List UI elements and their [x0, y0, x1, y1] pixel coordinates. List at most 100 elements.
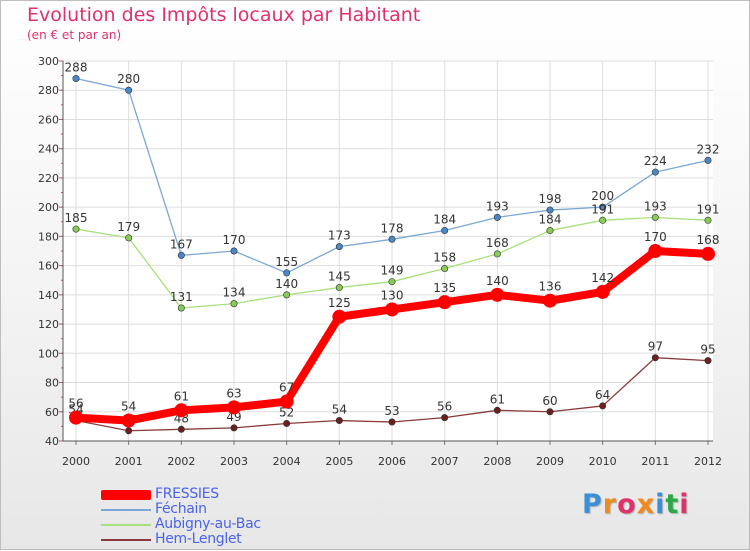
data-label-hem-lenglet: 54 [332, 403, 347, 417]
x-tick-label: 2000 [62, 455, 90, 468]
x-tick-label: 2006 [378, 455, 406, 468]
data-point-aubigny-au-bac [493, 250, 501, 258]
data-label-fechain: 184 [433, 213, 456, 227]
data-point-hem-lenglet [493, 406, 501, 414]
data-label-hem-lenglet: 52 [279, 405, 294, 419]
data-label-fressies: 135 [433, 281, 456, 295]
data-label-fressies: 61 [174, 389, 189, 403]
data-label-fressies: 168 [697, 233, 720, 247]
logo-letter: t [665, 489, 680, 520]
data-point-hem-lenglet [599, 402, 607, 410]
data-point-fressies [279, 394, 294, 409]
data-point-fechain [388, 235, 396, 243]
data-label-hem-lenglet: 64 [595, 388, 610, 402]
data-label-aubigny-au-bac: 168 [486, 236, 509, 250]
data-point-hem-lenglet [335, 417, 343, 425]
data-label-fechain: 280 [117, 72, 140, 86]
y-tick-label: 160 [38, 260, 59, 273]
data-label-fechain: 288 [65, 61, 88, 75]
data-label-fressies: 170 [644, 230, 667, 244]
y-tick-label: 40 [45, 435, 59, 448]
data-point-fressies [490, 287, 505, 302]
data-label-hem-lenglet: 56 [437, 400, 452, 414]
data-label-fechain: 167 [170, 237, 193, 251]
data-label-aubigny-au-bac: 179 [117, 220, 140, 234]
data-point-fressies [701, 246, 715, 261]
data-point-fressies [595, 284, 610, 299]
data-point-aubigny-au-bac [335, 284, 343, 292]
data-point-aubigny-au-bac [230, 300, 238, 308]
data-label-fressies: 130 [381, 288, 404, 302]
data-label-fechain: 173 [328, 229, 351, 243]
data-label-fressies: 136 [539, 280, 562, 294]
data-point-fressies [385, 302, 399, 317]
proxiti-logo: Proxiti [582, 489, 690, 520]
data-point-fressies [437, 295, 452, 310]
data-point-fechain [230, 247, 238, 255]
legend-label: Hem-Lenglet [155, 531, 242, 547]
y-tick-label: 180 [38, 230, 59, 243]
data-point-fechain [651, 168, 659, 176]
data-point-fechain [441, 227, 449, 235]
data-label-hem-lenglet: 95 [700, 343, 715, 357]
data-label-fechain: 155 [275, 255, 298, 269]
logo-letter: o [617, 489, 637, 520]
data-point-fechain [546, 206, 554, 214]
y-tick-label: 220 [38, 172, 59, 185]
y-tick-label: 100 [38, 347, 59, 360]
data-point-aubigny-au-bac [388, 278, 396, 286]
legend-item-fressies: FRESSIES [101, 487, 361, 502]
data-point-aubigny-au-bac [441, 265, 449, 273]
x-tick-label: 2002 [167, 455, 195, 468]
data-point-hem-lenglet [125, 427, 133, 435]
data-point-fressies [227, 400, 241, 415]
data-point-fressies [69, 410, 83, 425]
legend-swatch-fressies [101, 489, 151, 500]
x-tick-label: 2011 [641, 455, 669, 468]
data-label-aubigny-au-bac: 184 [539, 213, 562, 227]
legend-swatch-fechain [101, 508, 151, 511]
x-tick-label: 2010 [589, 455, 617, 468]
x-tick-label: 2008 [483, 455, 511, 468]
data-point-fressies [332, 309, 347, 324]
chart-title: Evolution des Impôts locaux par Habitant [27, 4, 421, 26]
data-label-fechain: 198 [539, 192, 562, 206]
data-label-aubigny-au-bac: 193 [644, 199, 667, 213]
data-label-aubigny-au-bac: 134 [223, 286, 246, 300]
legend-swatch-aubigny [101, 523, 151, 526]
x-tick-label: 2012 [694, 455, 722, 468]
data-label-hem-lenglet: 97 [648, 340, 663, 354]
x-tick-label: 2003 [220, 455, 248, 468]
data-label-aubigny-au-bac: 149 [381, 264, 404, 278]
data-point-fechain [72, 75, 80, 83]
data-point-hem-lenglet [546, 408, 554, 416]
data-point-fressies [121, 413, 136, 428]
logo-letter: r [602, 489, 618, 520]
data-label-hem-lenglet: 53 [384, 404, 399, 418]
data-label-fechain: 170 [223, 233, 246, 247]
data-label-aubigny-au-bac: 158 [433, 251, 456, 265]
data-point-fechain [125, 86, 133, 94]
legend-swatch-hem-lenglet [101, 538, 151, 541]
x-tick-label: 2005 [325, 455, 353, 468]
data-point-fressies [543, 293, 557, 308]
logo-letter: i [679, 489, 690, 520]
data-point-aubigny-au-bac [704, 216, 712, 224]
y-tick-label: 240 [38, 143, 59, 156]
data-label-fechain: 193 [486, 199, 509, 213]
logo-letter: x [636, 489, 656, 520]
data-label-aubigny-au-bac: 191 [697, 202, 720, 216]
data-label-hem-lenglet: 61 [490, 392, 505, 406]
legend: FRESSIES Féchain Aubigny-au-Bac Hem-Leng… [101, 487, 361, 547]
y-tick-label: 260 [38, 113, 59, 126]
data-label-fechain: 232 [697, 142, 720, 156]
data-point-hem-lenglet [704, 357, 712, 365]
y-tick-label: 300 [38, 55, 59, 68]
data-label-fressies: 63 [226, 386, 241, 400]
data-point-fechain [283, 269, 291, 277]
data-label-fressies: 54 [121, 400, 136, 414]
data-point-hem-lenglet [283, 419, 291, 427]
data-label-hem-lenglet: 49 [226, 410, 241, 424]
